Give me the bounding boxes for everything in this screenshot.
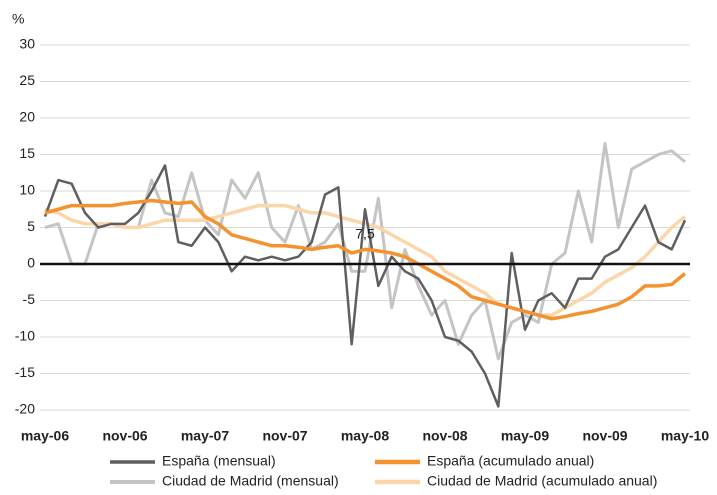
series-line <box>44 142 686 361</box>
x-tick-label: may-08 <box>341 428 389 444</box>
series-line <box>44 198 687 321</box>
legend-label: España (mensual) <box>162 453 276 469</box>
y-tick-label: 20 <box>19 109 35 125</box>
y-tick-label: 10 <box>19 182 35 198</box>
legend-label: Ciudad de Madrid (mensual) <box>162 473 339 489</box>
series-line <box>44 203 687 317</box>
y-tick-label: -10 <box>15 328 35 344</box>
y-tick-label: -5 <box>23 291 36 307</box>
x-tick-label: may-09 <box>501 428 549 444</box>
y-tick-label: 25 <box>19 72 35 88</box>
x-tick-label: nov-08 <box>422 428 467 444</box>
y-tick-label: 15 <box>19 145 35 161</box>
y-axis-label: % <box>12 11 24 27</box>
legend-label: Ciudad de Madrid (acumulado anual) <box>427 473 657 489</box>
y-tick-label: -15 <box>15 364 35 380</box>
x-tick-label: may-07 <box>181 428 229 444</box>
y-tick-label: 30 <box>19 36 35 52</box>
y-tick-label: -20 <box>15 401 35 417</box>
x-tick-label: may-10 <box>661 428 709 444</box>
x-tick-label: nov-07 <box>262 428 307 444</box>
series-line <box>43 164 687 408</box>
x-tick-label: may-06 <box>21 428 69 444</box>
x-tick-label: nov-09 <box>582 428 627 444</box>
x-tick-label: nov-06 <box>102 428 147 444</box>
y-tick-label: 5 <box>27 218 35 234</box>
y-tick-label: 0 <box>27 255 35 271</box>
legend-label: España (acumulado anual) <box>427 453 594 469</box>
annotation: 7,5 <box>355 226 375 242</box>
